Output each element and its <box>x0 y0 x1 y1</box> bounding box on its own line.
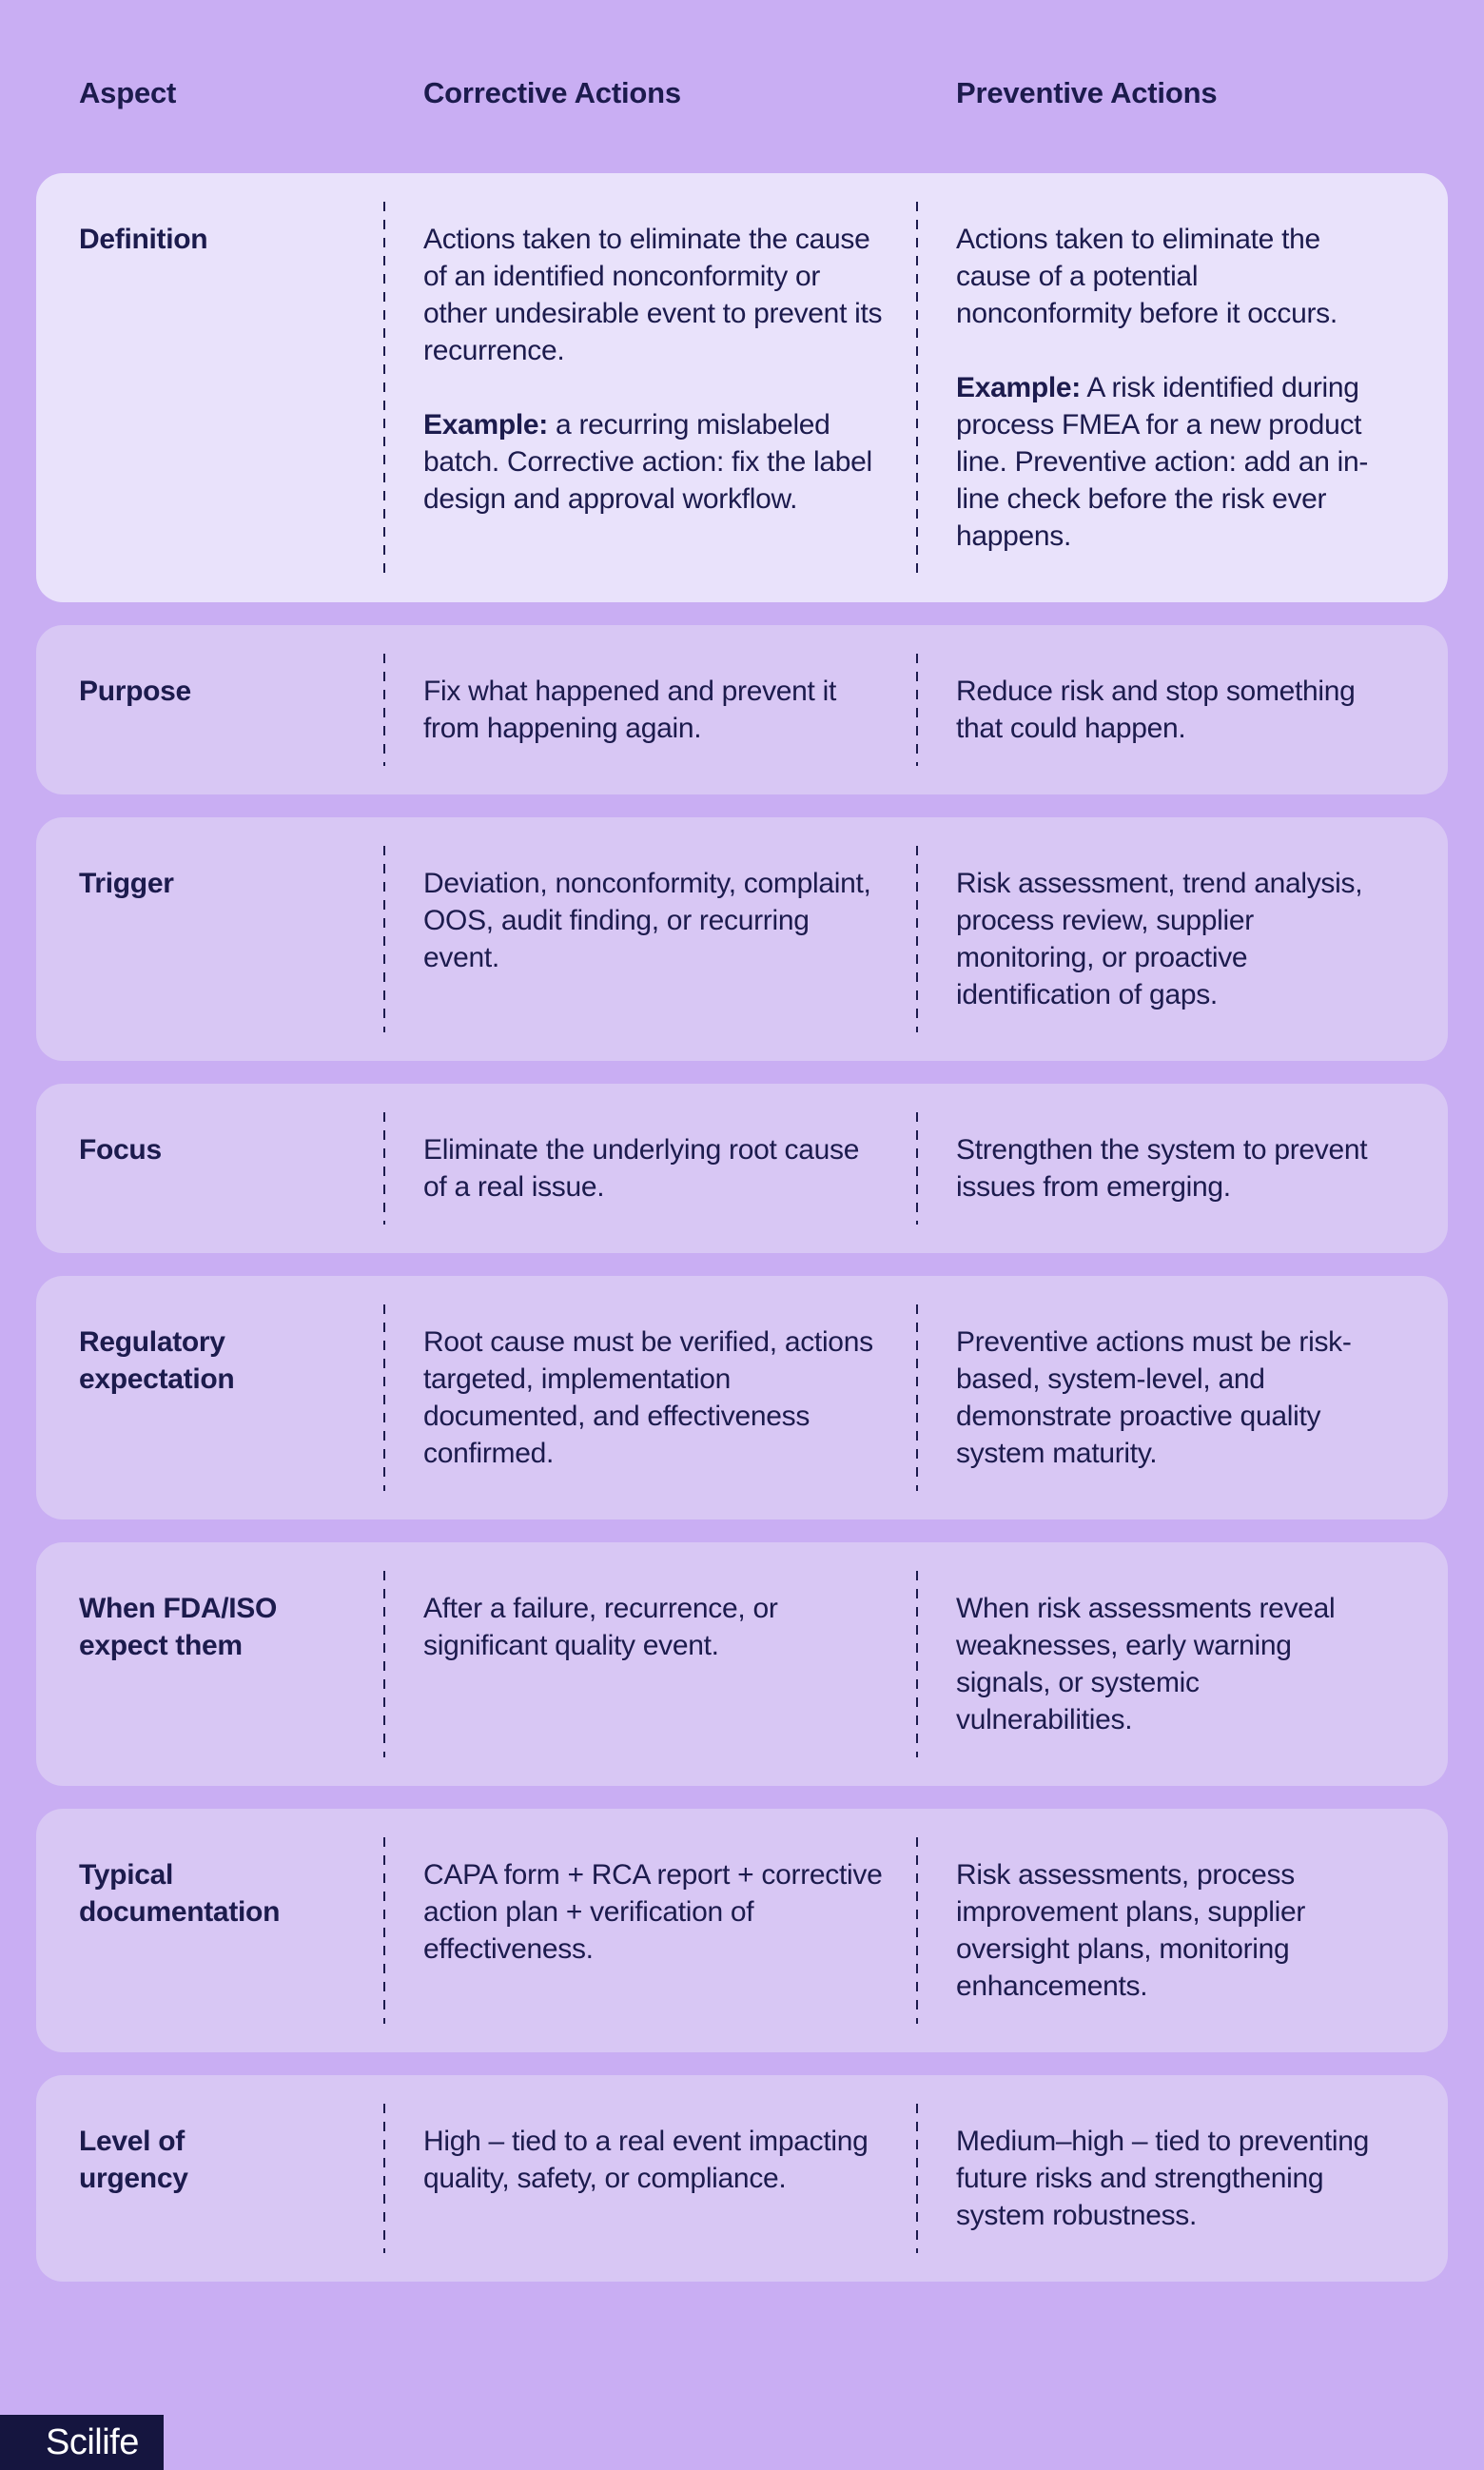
aspect-label-regulatory-expectation: Regulatory expectation <box>79 1326 235 1395</box>
dashed-column-divider <box>916 1304 918 1491</box>
dashed-column-divider <box>916 1112 918 1225</box>
aspect-label-level-of-urgency: Level of urgency <box>79 2126 188 2194</box>
table-row-trigger: Trigger Deviation, nonconformity, compla… <box>36 817 1448 1061</box>
aspect-label-definition: Definition <box>79 224 208 255</box>
dashed-column-divider <box>383 1837 385 2024</box>
capa-comparison-infographic: Aspect Corrective Actions Preventive Act… <box>0 0 1448 2470</box>
preventive-cell-documentation: Risk assessments, process improvement pl… <box>916 1837 1405 2024</box>
preventive-cell-purpose: Reduce risk and stop something that coul… <box>916 654 1405 766</box>
dashed-column-divider <box>383 1571 385 1757</box>
corrective-cell-focus: Eliminate the underlying root cause of a… <box>383 1112 916 1225</box>
scilife-logo: Scilife <box>0 2415 164 2470</box>
example-text: a recurring mislabeled batch. Corrective… <box>423 409 872 515</box>
aspect-label-when-fda-iso: When FDA/ISO expect them <box>79 1593 278 1661</box>
dashed-column-divider <box>383 654 385 766</box>
table-row-focus: Focus Eliminate the underlying root caus… <box>36 1084 1448 1253</box>
table-row-level-of-urgency: Level of urgency High – tied to a real e… <box>36 2075 1448 2282</box>
preventive-cell-when-expected: When risk assessments reveal weaknesses,… <box>916 1571 1405 1757</box>
preventive-cell-trigger: Risk assessment, trend analysis, process… <box>916 846 1405 1032</box>
table-row-typical-documentation: Typical documentation CAPA form + RCA re… <box>36 1809 1448 2052</box>
aspect-label-focus: Focus <box>79 1134 162 1166</box>
dashed-column-divider <box>383 202 385 574</box>
preventive-definition-text: Actions taken to eliminate the cause of … <box>956 224 1338 329</box>
example-label: Example: <box>956 372 1081 403</box>
preventive-focus-text: Strengthen the system to prevent issues … <box>956 1134 1368 1203</box>
dashed-column-divider <box>916 202 918 574</box>
dashed-column-divider <box>383 846 385 1032</box>
corrective-cell-regulatory: Root cause must be verified, actions tar… <box>383 1304 916 1491</box>
table-header-row: Aspect Corrective Actions Preventive Act… <box>36 0 1448 112</box>
aspect-label-trigger: Trigger <box>79 868 174 899</box>
preventive-urgency-text: Medium–high – tied to preventing future … <box>956 2126 1370 2231</box>
corrective-cell-trigger: Deviation, nonconformity, complaint, OOS… <box>383 846 916 1032</box>
preventive-regulatory-text: Preventive actions must be risk-based, s… <box>956 1326 1352 1469</box>
dashed-column-divider <box>916 1837 918 2024</box>
preventive-cell-focus: Strengthen the system to prevent issues … <box>916 1112 1405 1225</box>
corrective-trigger-text: Deviation, nonconformity, complaint, OOS… <box>423 868 871 973</box>
preventive-cell-urgency: Medium–high – tied to preventing future … <box>916 2104 1405 2253</box>
preventive-cell-definition: Actions taken to eliminate the cause of … <box>916 202 1405 574</box>
column-header-corrective-actions: Corrective Actions <box>423 76 681 109</box>
dashed-column-divider <box>916 846 918 1032</box>
corrective-definition-example: Example: a recurring mislabeled batch. C… <box>423 406 888 518</box>
preventive-purpose-text: Reduce risk and stop something that coul… <box>956 676 1356 744</box>
corrective-cell-documentation: CAPA form + RCA report + corrective acti… <box>383 1837 916 2024</box>
table-row-definition: Definition Actions taken to eliminate th… <box>36 173 1448 602</box>
dashed-column-divider <box>383 2104 385 2253</box>
corrective-cell-purpose: Fix what happened and prevent it from ha… <box>383 654 916 766</box>
preventive-when-expected-text: When risk assessments reveal weaknesses,… <box>956 1593 1336 1735</box>
dashed-column-divider <box>383 1112 385 1225</box>
table-row-regulatory-expectation: Regulatory expectation Root cause must b… <box>36 1276 1448 1519</box>
dashed-column-divider <box>916 1571 918 1757</box>
corrective-cell-urgency: High – tied to a real event impacting qu… <box>383 2104 916 2253</box>
corrective-focus-text: Eliminate the underlying root cause of a… <box>423 1134 860 1203</box>
preventive-definition-example: Example: A risk identified during proces… <box>956 369 1377 555</box>
corrective-definition-text: Actions taken to eliminate the cause of … <box>423 224 883 366</box>
corrective-cell-definition: Actions taken to eliminate the cause of … <box>383 202 916 574</box>
corrective-when-expected-text: After a failure, recurrence, or signific… <box>423 1593 778 1661</box>
aspect-label-purpose: Purpose <box>79 676 191 707</box>
dashed-column-divider <box>916 2104 918 2253</box>
corrective-urgency-text: High – tied to a real event impacting qu… <box>423 2126 869 2194</box>
corrective-regulatory-text: Root cause must be verified, actions tar… <box>423 1326 873 1469</box>
example-label: Example: <box>423 409 548 441</box>
corrective-cell-when-expected: After a failure, recurrence, or signific… <box>383 1571 916 1757</box>
preventive-cell-regulatory: Preventive actions must be risk-based, s… <box>916 1304 1405 1491</box>
table-row-purpose: Purpose Fix what happened and prevent it… <box>36 625 1448 794</box>
dashed-column-divider <box>916 654 918 766</box>
preventive-documentation-text: Risk assessments, process improvement pl… <box>956 1859 1306 2002</box>
example-text: A risk identified during process FMEA fo… <box>956 372 1369 552</box>
corrective-documentation-text: CAPA form + RCA report + corrective acti… <box>423 1859 883 1965</box>
table-row-when-fda-iso-expect-them: When FDA/ISO expect them After a failure… <box>36 1542 1448 1786</box>
dashed-column-divider <box>383 1304 385 1491</box>
aspect-label-typical-documentation: Typical documentation <box>79 1859 281 1928</box>
preventive-trigger-text: Risk assessment, trend analysis, process… <box>956 868 1363 1010</box>
column-header-aspect: Aspect <box>79 76 177 109</box>
column-header-preventive-actions: Preventive Actions <box>956 76 1218 109</box>
corrective-purpose-text: Fix what happened and prevent it from ha… <box>423 676 837 744</box>
